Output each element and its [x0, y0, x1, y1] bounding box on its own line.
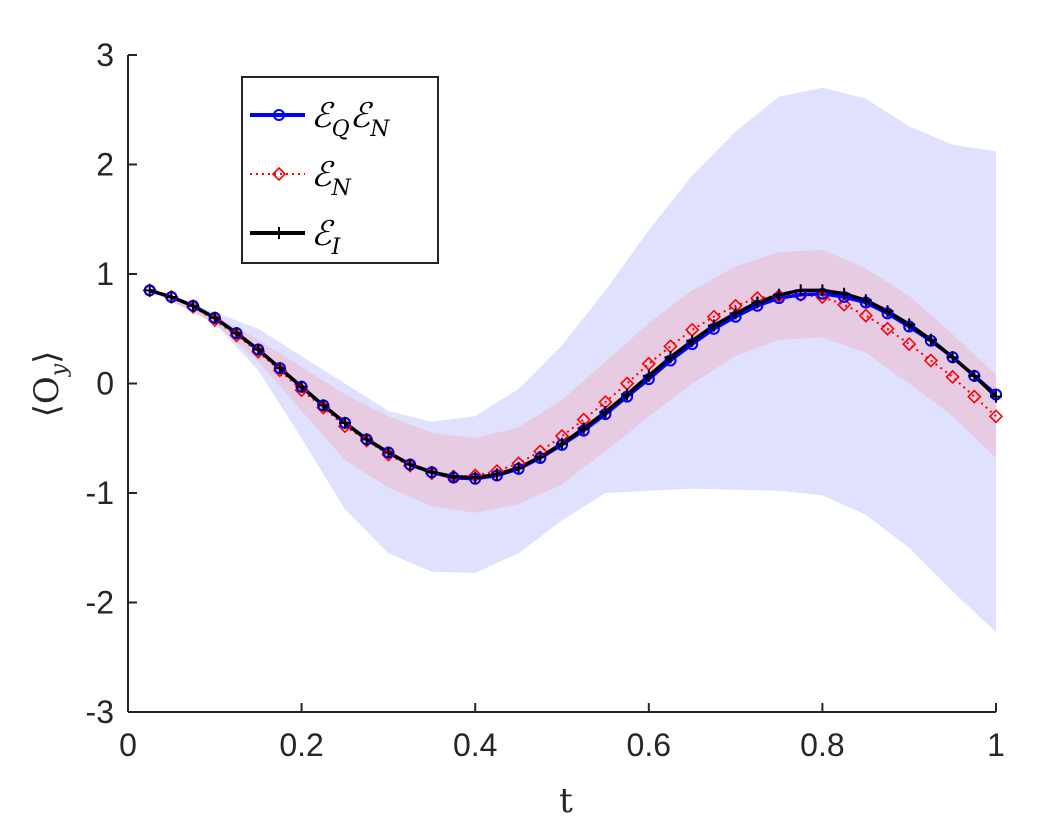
data-point-s1-39 — [988, 409, 1004, 424]
data-point-s1-23 — [641, 356, 656, 371]
data-point-s1-36 — [923, 353, 939, 368]
data-point-s2-7 — [295, 380, 308, 393]
data-point-s2-22 — [621, 388, 634, 401]
data-point-s2-5 — [252, 343, 265, 356]
legend-entry-en: ℰN — [250, 155, 352, 201]
data-point-s2-35 — [903, 318, 916, 331]
data-point-s2-11 — [382, 446, 395, 459]
y-axis-label: ⟨Oy⟩ — [27, 351, 72, 418]
data-point-s2-21 — [599, 405, 612, 418]
x-tick-label: 1 — [987, 727, 1005, 763]
x-tick-label: 0.2 — [279, 727, 323, 763]
data-point-s2-0 — [143, 284, 156, 297]
data-point-s2-33 — [859, 294, 872, 307]
data-point-s2-36 — [924, 333, 937, 346]
data-point-s2-24 — [664, 351, 677, 364]
data-point-s2-19 — [556, 437, 568, 450]
data-point-s2-26 — [707, 319, 720, 332]
data-point-s1-35 — [902, 336, 917, 352]
data-point-s1-38 — [967, 389, 982, 404]
x-tick-label: 0.4 — [453, 727, 497, 763]
data-point-s2-18 — [534, 450, 547, 463]
data-point-s2-23 — [642, 369, 655, 382]
data-point-s2-29 — [773, 288, 785, 301]
data-point-s2-39 — [990, 390, 1002, 403]
data-point-s2-9 — [339, 416, 351, 429]
data-point-s2-28 — [751, 296, 764, 309]
data-point-s2-1 — [165, 290, 178, 303]
legend-label-eqen: ℰQℰN — [311, 96, 390, 142]
x-axis-label: t — [559, 781, 573, 821]
x-tick-label: 0.6 — [627, 727, 671, 763]
data-point-s2-38 — [968, 369, 981, 382]
y-tick-label: 1 — [96, 256, 114, 292]
y-tick-label: 3 — [96, 37, 114, 73]
legend-entry-ei: ℰI — [250, 214, 342, 260]
data-point-s2-8 — [317, 399, 330, 412]
data-point-s2-2 — [187, 299, 200, 312]
data-point-s2-27 — [729, 307, 742, 320]
data-point-s2-14 — [447, 470, 460, 483]
data-point-s2-32 — [838, 287, 851, 300]
data-point-s2-17 — [512, 461, 525, 474]
series-line-1 — [149, 289, 997, 478]
data-point-s2-10 — [360, 433, 373, 446]
data-point-s2-15 — [469, 471, 482, 484]
data-point-s2-34 — [881, 305, 894, 318]
data-point-s2-20 — [577, 422, 590, 435]
legend: ℰQℰN ℰN ℰI — [241, 76, 439, 264]
data-point-s1-34 — [880, 321, 895, 336]
series-markers — [142, 283, 1004, 485]
y-tick-label: -2 — [86, 585, 114, 621]
data-point-s1-37 — [945, 369, 960, 385]
data-point-s2-37 — [946, 351, 959, 364]
data-point-s2-31 — [816, 284, 829, 297]
data-point-s2-25 — [686, 334, 699, 347]
x-tick-label: 0 — [119, 727, 137, 763]
legend-label-ei: ℰI — [311, 214, 342, 260]
data-point-s2-13 — [425, 466, 438, 479]
y-tick-label: 0 — [96, 366, 114, 402]
data-point-s2-16 — [490, 468, 503, 481]
data-point-s2-3 — [208, 311, 221, 324]
data-point-s2-12 — [404, 458, 417, 471]
y-tick-label: 2 — [96, 147, 114, 183]
data-point-s1-32 — [836, 297, 852, 312]
legend-entry-eqen: ℰQℰN — [250, 96, 390, 142]
data-point-s1-33 — [858, 308, 873, 323]
x-tick-label: 0.8 — [800, 727, 844, 763]
confidence-band-1 — [149, 249, 996, 513]
data-point-s2-6 — [273, 362, 286, 375]
y-tick-label: -1 — [86, 475, 114, 511]
confidence-band-0 — [149, 87, 996, 633]
y-tick-label: -3 — [86, 694, 114, 730]
series-line-2 — [149, 288, 998, 480]
legend-label-en: ℰN — [311, 155, 352, 201]
confidence-bands — [149, 87, 996, 633]
data-point-s2-30 — [794, 284, 807, 297]
data-point-s2-4 — [230, 327, 243, 340]
series-lines — [149, 288, 998, 481]
